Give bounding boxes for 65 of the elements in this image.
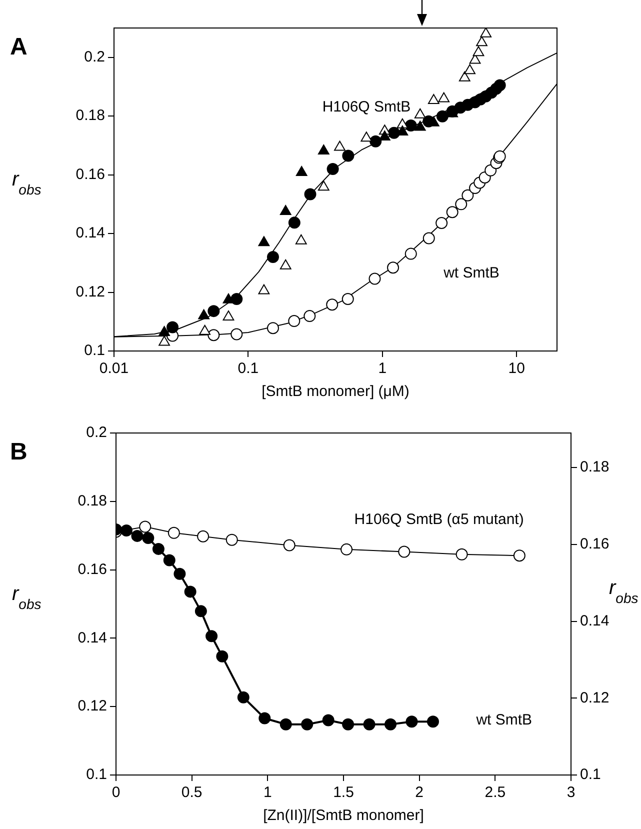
chart-title: A: [10, 34, 28, 61]
y-tick-label: 0.1: [86, 766, 107, 784]
point: [120, 524, 132, 536]
point: [142, 532, 154, 544]
y-tick-label: 0.16: [78, 560, 107, 578]
point: [226, 534, 238, 546]
point: [363, 718, 376, 730]
x-tick-label: 2.5: [484, 784, 506, 802]
point: [152, 542, 164, 555]
point: [280, 718, 292, 730]
y2-tick-label: 0.14: [580, 612, 610, 630]
x-tick-label: 0.01: [99, 360, 129, 378]
x-tick-label: 1.5: [333, 784, 354, 802]
point: [216, 650, 228, 662]
y-tick-label: 0.16: [76, 166, 105, 183]
point: [342, 718, 354, 730]
x-tick-label: 0.5: [181, 784, 202, 802]
y2-tick-label: 0.18: [580, 458, 610, 476]
x-tick-label: 1: [263, 784, 272, 802]
y-tick-label: 0.14: [76, 224, 105, 242]
point: [139, 520, 152, 533]
annotation: H106Q SmtB: [322, 98, 411, 116]
annotation: wt SmtB: [475, 711, 532, 728]
point: [340, 543, 353, 556]
point: [513, 550, 526, 562]
x-tick-label: 1: [378, 360, 387, 378]
x-axis-title: [SmtB monomer] (μM): [262, 383, 410, 400]
point: [197, 530, 210, 542]
point: [184, 586, 196, 598]
point: [406, 716, 418, 728]
y-tick-label: 0.18: [76, 107, 105, 124]
point: [174, 568, 186, 580]
point: [163, 554, 176, 566]
y-tick-label: 0.1: [84, 342, 105, 360]
y2-tick-label: 0.1: [580, 766, 601, 784]
point: [456, 548, 468, 560]
x-tick-label: 2: [415, 784, 424, 802]
y-tick-label: 0.12: [76, 283, 105, 300]
point: [131, 530, 144, 542]
chart-title: B: [10, 438, 28, 466]
point: [301, 718, 314, 730]
point: [322, 714, 334, 726]
point: [426, 716, 439, 728]
point: [206, 630, 218, 642]
point: [237, 691, 250, 704]
x-tick-label: 10: [508, 360, 525, 378]
point: [384, 718, 397, 730]
y-tick-label: 0.14: [78, 629, 107, 646]
y-tick-label: 0.2: [86, 424, 107, 442]
x-tick-label: 0: [112, 784, 120, 802]
point: [283, 539, 296, 552]
annotation: H106Q SmtB (α5 mutant): [354, 511, 524, 528]
annotation: wt SmtB: [442, 264, 500, 282]
point: [168, 526, 180, 539]
point: [258, 712, 271, 724]
y2-tick-label: 0.12: [580, 689, 610, 706]
y-tick-label: 0.2: [84, 48, 105, 66]
x-tick-label: 0.1: [238, 360, 259, 378]
y-tick-label: 0.18: [78, 492, 107, 510]
x-tick-label: 3: [566, 784, 576, 802]
point: [194, 605, 207, 618]
point: [398, 546, 410, 558]
y2-tick-label: 0.16: [580, 536, 610, 553]
y-tick-label: 0.12: [78, 698, 107, 715]
x-axis-title: [Zn(II)]/[SmtB monomer]: [263, 807, 424, 824]
